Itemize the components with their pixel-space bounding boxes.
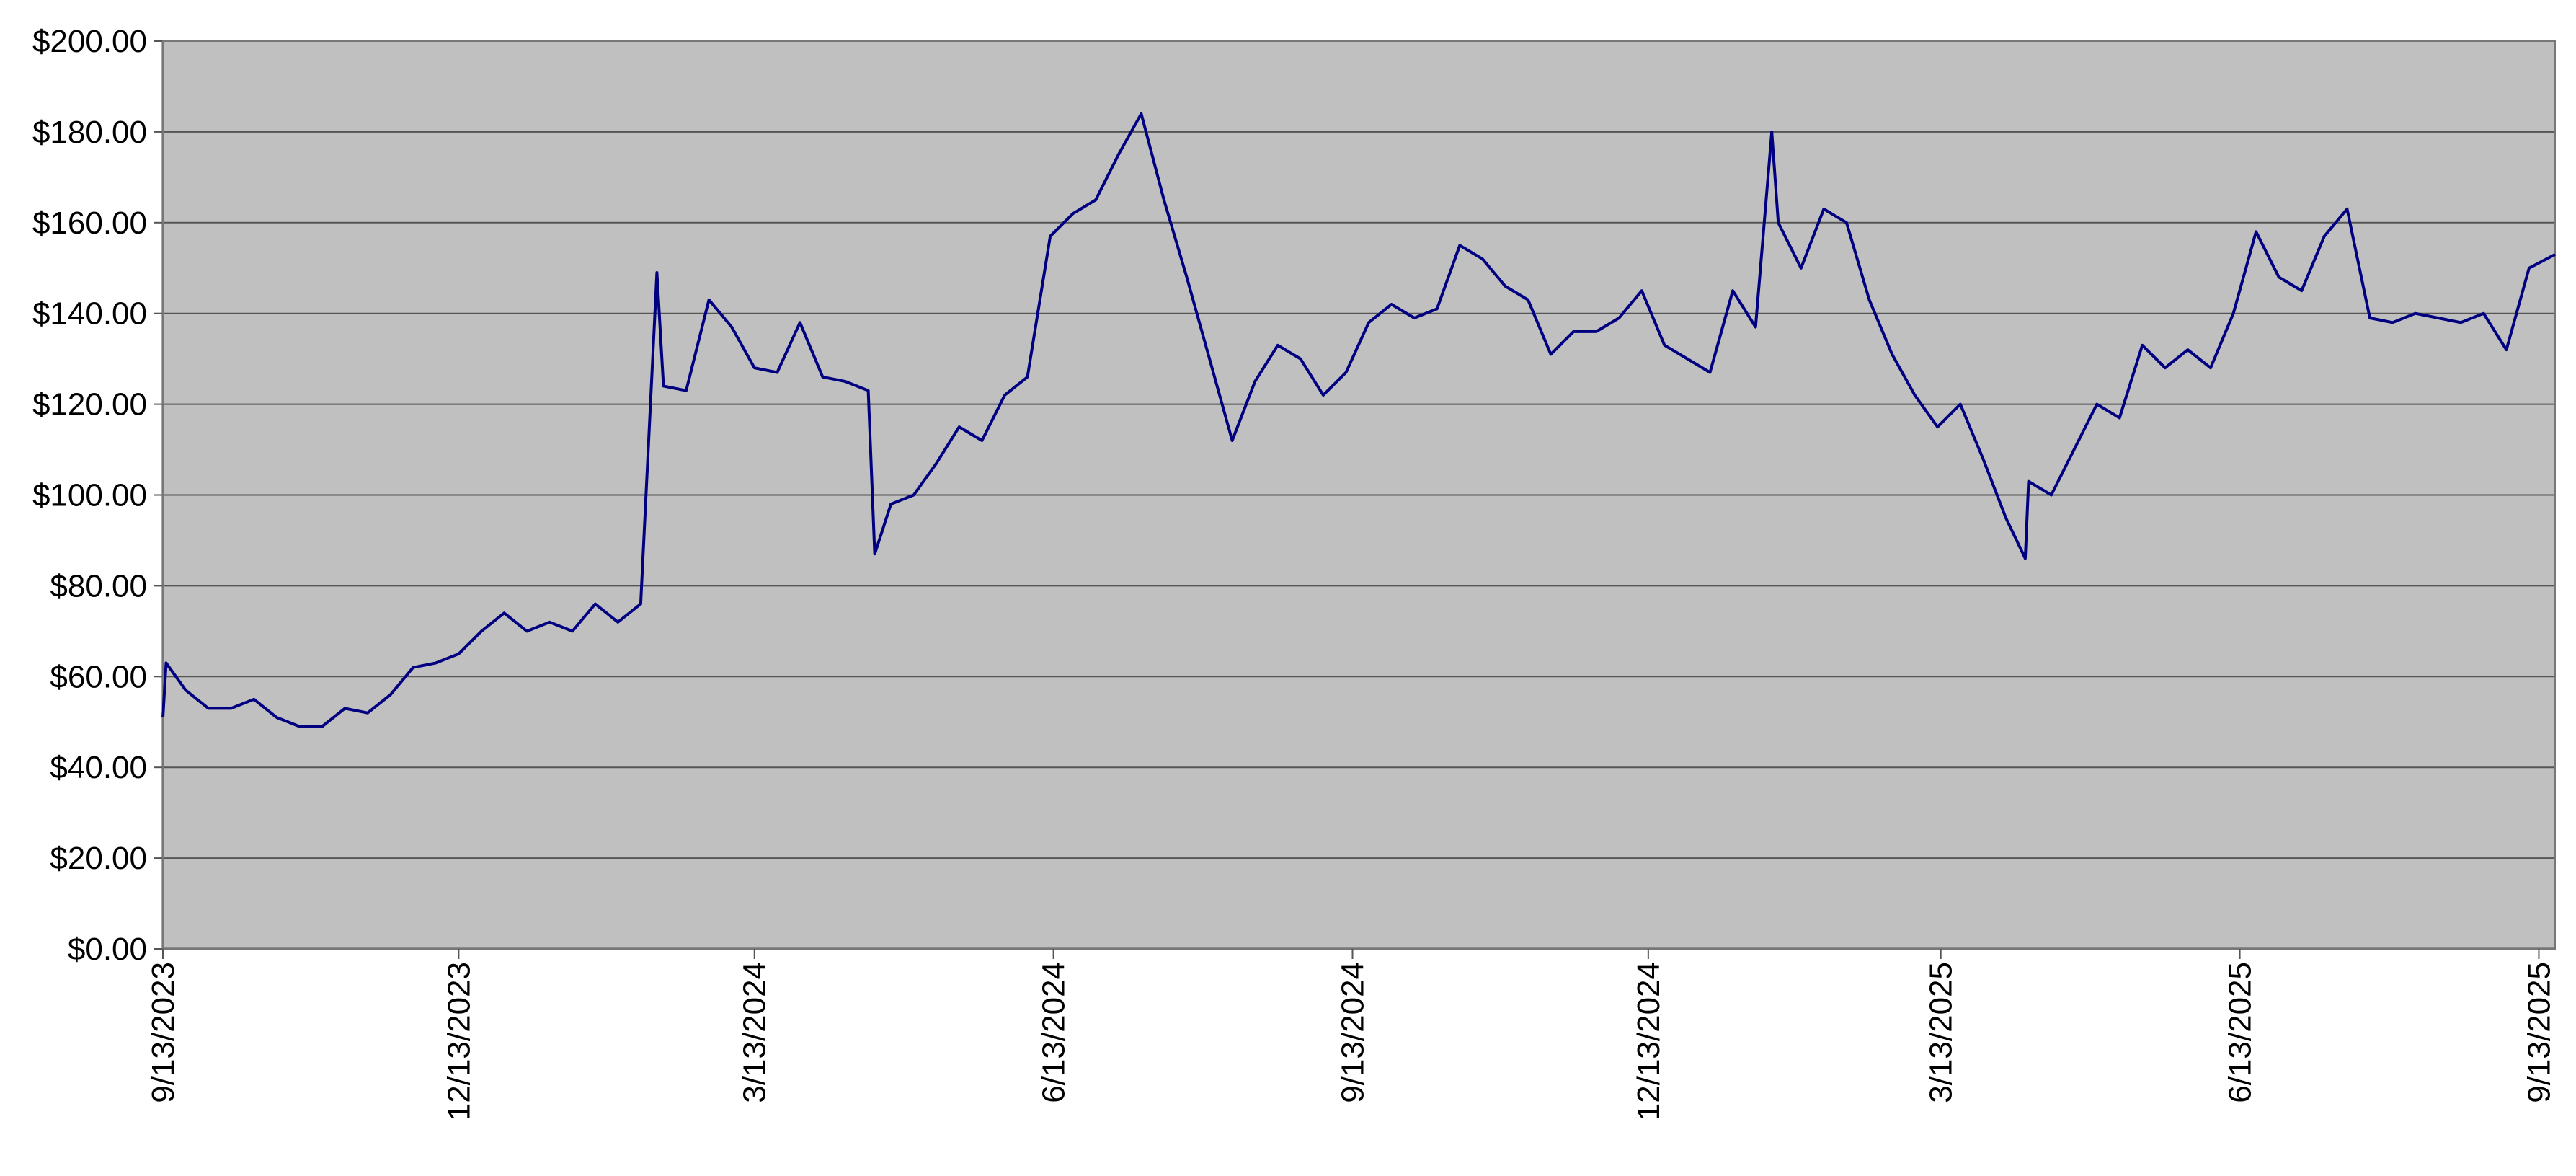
x-tick-label: 9/13/2023 [146,962,181,1103]
x-tick-label: 12/13/2024 [1631,962,1666,1120]
y-tick-label: $0.00 [68,932,147,967]
y-tick-label: $100.00 [32,478,147,513]
y-tick-label: $40.00 [50,750,147,785]
price-line [161,112,2556,728]
x-tick-label: 6/13/2024 [1036,962,1072,1103]
y-tick-label: $60.00 [50,659,147,694]
plot-border [162,40,2556,950]
y-tick-label: $120.00 [32,387,147,423]
x-tick-label: 12/13/2023 [441,962,476,1120]
y-tick-label: $20.00 [50,841,147,876]
y-tick-label: $80.00 [50,568,147,604]
x-tick-label: 9/13/2024 [1335,962,1370,1103]
x-tick-label: 3/13/2024 [737,962,773,1103]
y-tick-label: $140.00 [32,296,147,332]
x-tick-label: 3/13/2025 [1924,962,1959,1103]
y-tick-label: $180.00 [32,115,147,150]
y-tick-label: $200.00 [32,24,147,59]
x-tick-label: 6/13/2025 [2223,962,2258,1103]
x-tick-label: 9/13/2025 [2521,962,2557,1103]
y-tick-label: $160.00 [32,205,147,241]
